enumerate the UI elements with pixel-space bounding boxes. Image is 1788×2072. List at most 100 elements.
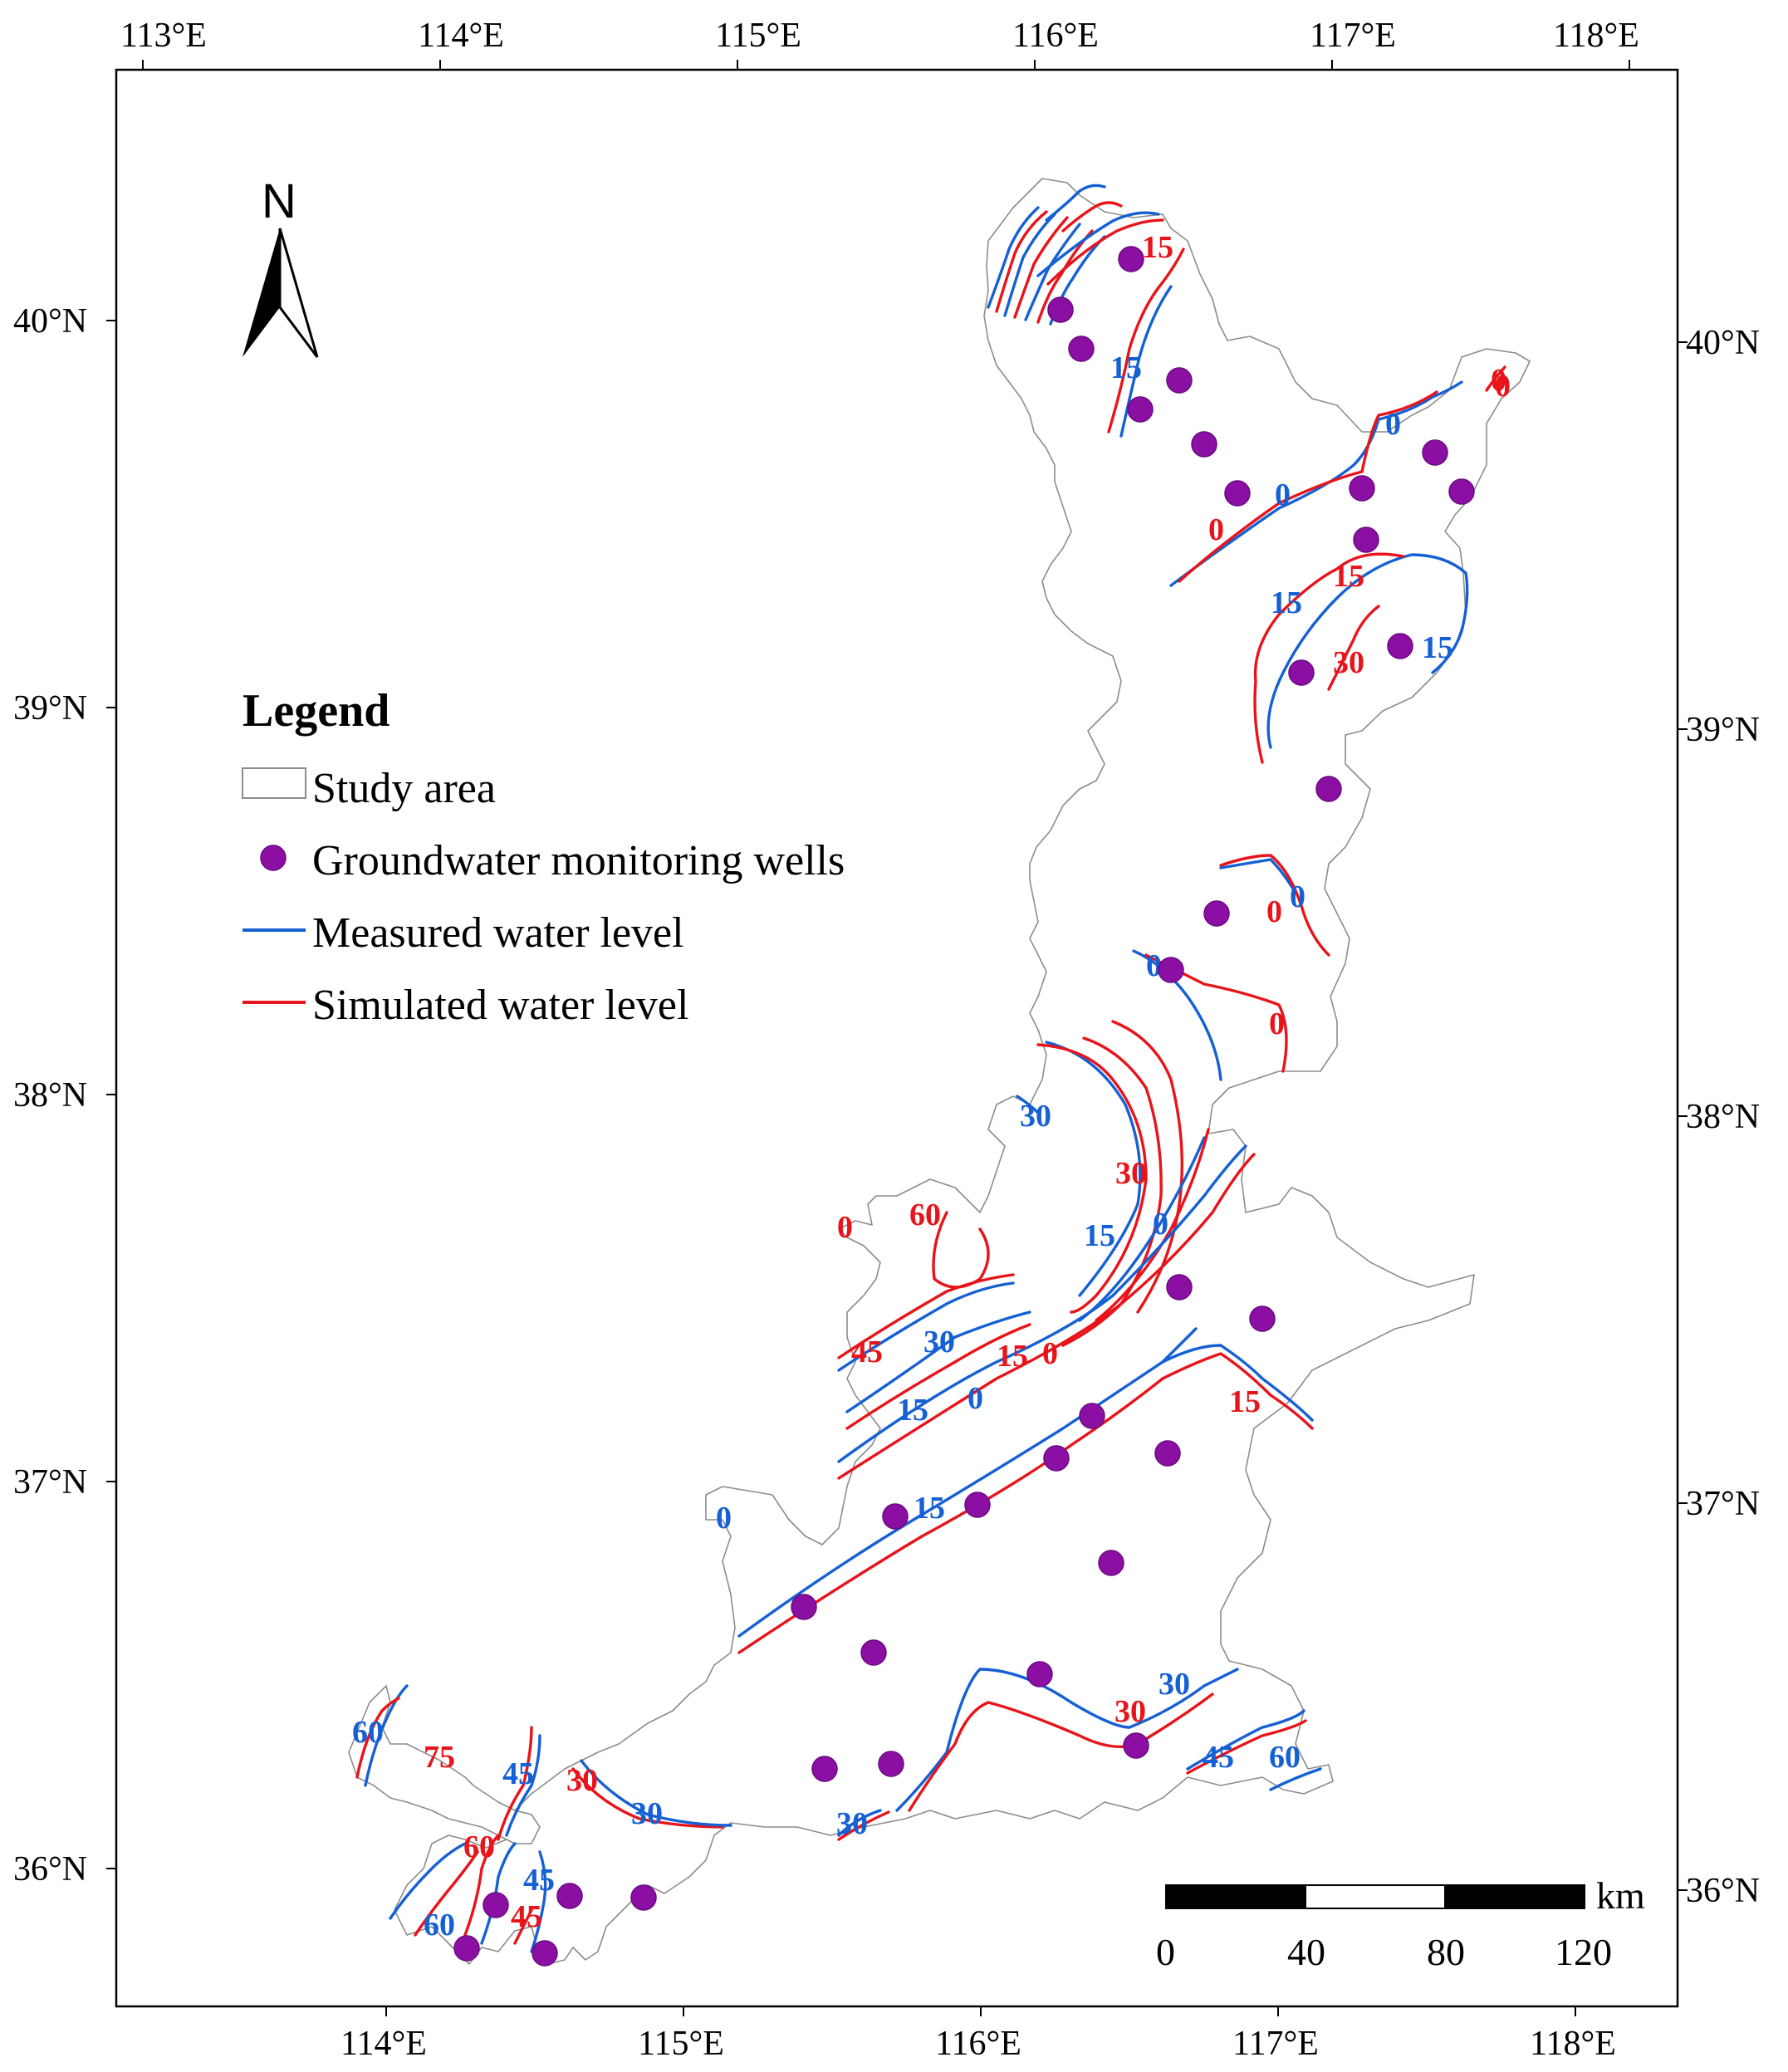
monitoring-well (1026, 1661, 1053, 1687)
contour-label-simulated: 0 (1266, 894, 1282, 929)
contour-label-simulated: 30 (566, 1763, 598, 1798)
north-arrow-label: N (262, 174, 296, 228)
contour-label-measured: 45 (502, 1756, 534, 1791)
monitoring-well (1079, 1403, 1105, 1429)
top-lon-axis: 113°E 114°E 115°E 116°E 117°E 118°E (120, 17, 1639, 70)
contour-label-simulated: 15 (997, 1339, 1028, 1374)
right-lat-label: 37°N (1686, 1485, 1760, 1523)
right-lat-label: 40°N (1686, 324, 1760, 362)
bottom-lon-label: 115°E (638, 2025, 724, 2063)
monitoring-well (860, 1639, 887, 1666)
scale-tick-label: 40 (1287, 1931, 1325, 1973)
monitoring-well (1118, 246, 1144, 272)
contour-label-simulated: 0 (1042, 1336, 1058, 1371)
left-lat-label: 38°N (13, 1076, 87, 1114)
monitoring-well (1043, 1445, 1070, 1472)
contour-label-measured: 60 (1269, 1740, 1301, 1775)
monitoring-well (1158, 957, 1184, 983)
contour-label-measured: 0 (1153, 1207, 1168, 1242)
contour-label-simulated: 45 (511, 1899, 542, 1934)
monitoring-well (1448, 478, 1475, 505)
contour-label-measured: 0 (1146, 948, 1162, 983)
top-lon-label: 117°E (1310, 17, 1396, 55)
monitoring-well (1203, 900, 1230, 927)
left-lat-label: 40°N (13, 302, 87, 340)
legend-study-area-symbol (242, 767, 306, 799)
contour-label-simulated: 75 (424, 1740, 455, 1775)
contour-label-measured: 30 (923, 1325, 955, 1359)
legend: Legend Study area Groundwater monitoring… (242, 685, 845, 1029)
monitoring-well (483, 1892, 509, 1918)
monitoring-well (1047, 296, 1074, 323)
monitoring-well (1154, 1440, 1181, 1467)
contour-label-measured: 15 (1084, 1218, 1115, 1253)
monitoring-well (964, 1492, 991, 1518)
left-lat-axis: 40°N 39°N 38°N 37°N 36°N (13, 302, 116, 1888)
contour-label-simulated: 30 (1114, 1694, 1146, 1729)
contour-label-measured: 15 (1422, 630, 1453, 665)
legend-well-label: Groundwater monitoring wells (312, 837, 845, 884)
legend-study-area-label: Study area (312, 765, 496, 812)
scale-bar: 0 40 80 120 km (1156, 1874, 1645, 1973)
monitoring-well (1353, 527, 1379, 553)
study-area (348, 178, 1531, 1965)
scale-tick-label: 0 (1156, 1931, 1175, 1973)
top-lon-label: 116°E (1012, 17, 1099, 55)
study-area-southwest-lobe (348, 1685, 541, 1844)
left-lat-label: 37°N (13, 1463, 87, 1501)
monitoring-well (1249, 1305, 1276, 1332)
monitoring-well (630, 1884, 657, 1911)
contour-lines (355, 184, 1506, 1953)
contour-label-simulated: 0 (1208, 512, 1224, 547)
bottom-lon-label: 114°E (340, 2025, 427, 2063)
monitoring-well (1123, 1732, 1149, 1759)
monitoring-well (453, 1935, 480, 1962)
contour-label-simulated: 30 (1333, 645, 1364, 680)
right-lat-axis: 40°N 39°N 38°N 37°N 36°N (1678, 324, 1760, 1910)
legend-well-symbol (260, 845, 287, 871)
contour-label-simulated: 0 (1269, 1007, 1285, 1041)
bottom-lon-label: 118°E (1530, 2025, 1616, 2063)
monitoring-well (882, 1503, 909, 1530)
contour-label-measured: 45 (523, 1863, 555, 1898)
legend-measured-label: Measured water level (312, 909, 684, 957)
top-lon-label: 113°E (120, 17, 207, 55)
contour-label-measured: 15 (1271, 585, 1302, 620)
contour-label-measured: 0 (716, 1501, 732, 1536)
monitoring-well (811, 1756, 838, 1782)
contour-label-measured: 0 (1290, 879, 1305, 914)
scale-unit-label: km (1596, 1874, 1645, 1917)
contour-label-simulated: 0 (1495, 369, 1511, 404)
monitoring-well (1288, 659, 1315, 686)
monitoring-well (532, 1940, 558, 1967)
monitoring-well (1349, 475, 1375, 502)
contour-label-measured: 15 (914, 1491, 945, 1526)
monitoring-well (1315, 776, 1342, 802)
legend-title: Legend (242, 685, 389, 737)
legend-simulated-label: Simulated water level (312, 982, 688, 1029)
contour-label-measured: 30 (836, 1806, 868, 1841)
contour-label-simulated: 0 (1491, 363, 1506, 398)
north-arrow-icon (242, 228, 280, 357)
contour-label-simulated: 60 (909, 1198, 941, 1232)
contour-label-measured: 30 (1020, 1099, 1051, 1134)
map-frame (115, 68, 1679, 2008)
contour-label-measured: 60 (352, 1715, 384, 1750)
monitoring-well (878, 1751, 904, 1777)
contour-label-measured: 45 (1203, 1740, 1234, 1775)
contour-label-measured: 30 (1159, 1667, 1190, 1702)
contour-label-simulated: 15 (1229, 1384, 1261, 1419)
contour-label-measured: 0 (967, 1381, 983, 1416)
contour-label-measured: 15 (1110, 350, 1142, 385)
contour-label-measured: 60 (424, 1908, 455, 1942)
right-lat-label: 39°N (1686, 711, 1760, 749)
north-arrow: N (242, 174, 319, 358)
monitoring-well (556, 1883, 583, 1909)
monitoring-well (1127, 396, 1154, 423)
contour-label-measured: 15 (897, 1393, 928, 1428)
right-lat-label: 36°N (1686, 1872, 1760, 1910)
bottom-lon-label: 117°E (1232, 2025, 1319, 2063)
contour-label-simulated: 60 (463, 1830, 495, 1864)
right-lat-label: 38°N (1686, 1098, 1760, 1136)
